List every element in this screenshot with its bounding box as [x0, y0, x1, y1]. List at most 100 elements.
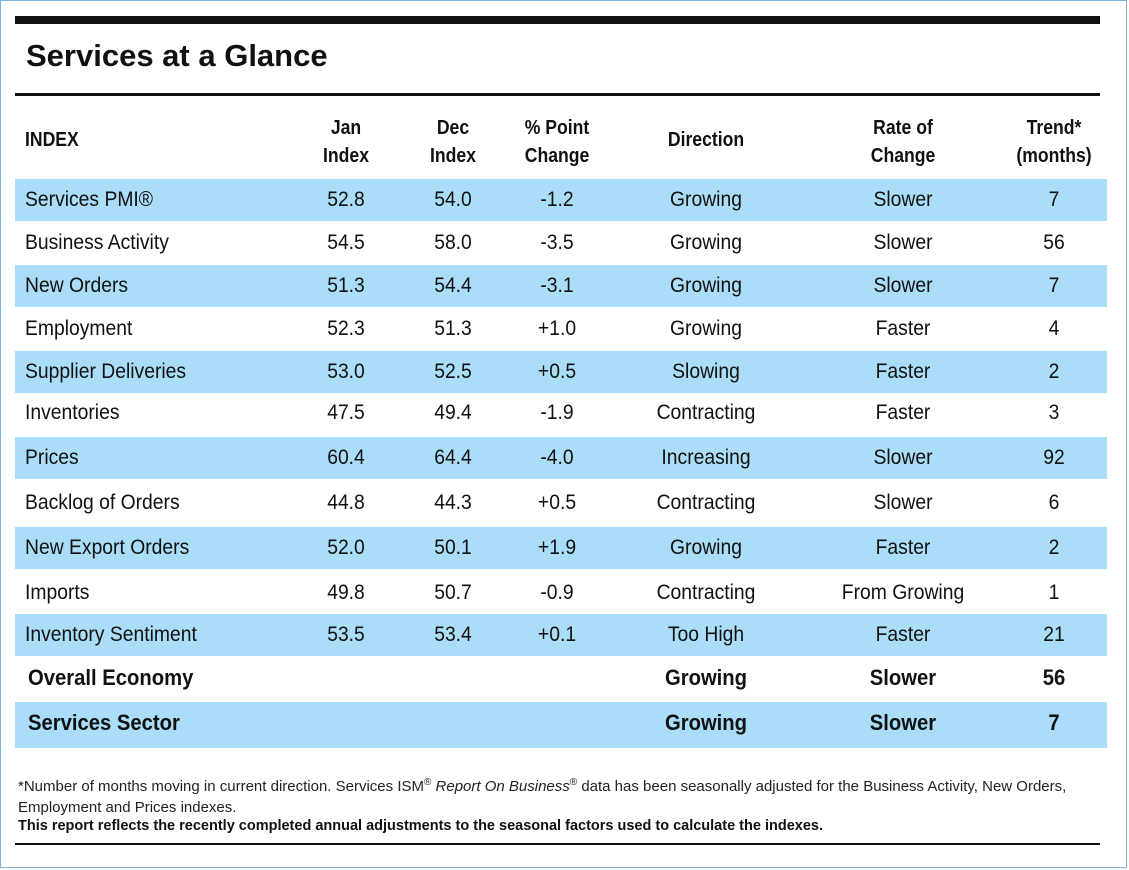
trend-cell: 2 — [1048, 536, 1060, 559]
dec-cell: 49.4 — [434, 401, 472, 424]
table-row: New Orders 51.3 54.4 -3.1 Growing Slower 7 — [15, 265, 1107, 307]
trend-cell: 7 — [1048, 274, 1060, 297]
change-cell: -0.9 — [540, 581, 574, 604]
dec-cell: 52.5 — [434, 360, 472, 383]
rate-cell: Faster — [875, 623, 931, 646]
trend-cell: 21 — [1043, 623, 1065, 646]
change-cell: +1.0 — [537, 317, 577, 340]
rate-cell: From Growing — [841, 581, 965, 604]
rate-cell: Slower — [873, 188, 933, 211]
direction-cell: Contracting — [656, 401, 756, 424]
header-rate-of-change: Rate of Change — [824, 114, 982, 170]
dec-cell: 51.3 — [434, 317, 472, 340]
dec-cell: 64.4 — [434, 446, 472, 469]
direction-cell: Contracting — [656, 491, 756, 514]
header-direction: Direction — [667, 129, 745, 151]
header-trend-line1: Trend* — [1026, 117, 1082, 139]
footnote-part1: *Number of months moving in current dire… — [18, 778, 424, 795]
trend-cell: 2 — [1048, 360, 1060, 383]
page-title: Services at a Glance — [26, 38, 328, 73]
change-cell: -1.2 — [540, 188, 574, 211]
change-cell: +0.5 — [537, 360, 577, 383]
summary-row: Overall Economy Growing Slower 56 — [15, 657, 1107, 703]
header-dec-line1: Dec — [436, 117, 470, 139]
rate-cell: Slower — [873, 231, 933, 254]
index-name: Backlog of Orders — [25, 491, 180, 514]
direction-cell: Too High — [667, 623, 745, 646]
jan-cell: 53.5 — [327, 623, 365, 646]
summary-direction-cell: Growing — [664, 665, 748, 690]
jan-cell: 51.3 — [327, 274, 365, 297]
header-jan-line2: Index — [323, 145, 369, 167]
trend-cell: 3 — [1048, 401, 1060, 424]
footnote-report-title: Report On Business — [431, 778, 570, 795]
trend-cell: 56 — [1043, 231, 1065, 254]
top-rule — [15, 16, 1100, 24]
direction-cell: Growing — [670, 274, 742, 297]
dec-cell: 50.7 — [434, 581, 472, 604]
jan-cell: 53.0 — [327, 360, 365, 383]
header-rate-line1: Rate of — [873, 117, 933, 139]
summary-index-name: Overall Economy — [28, 665, 194, 690]
direction-cell: Contracting — [656, 581, 756, 604]
trend-cell: 7 — [1048, 188, 1060, 211]
table-row: Prices 60.4 64.4 -4.0 Increasing Slower 92 — [15, 437, 1107, 479]
direction-cell: Growing — [670, 188, 742, 211]
jan-cell: 49.8 — [327, 581, 365, 604]
header-pct-line2: Change — [524, 145, 590, 167]
index-name: Inventories — [25, 401, 120, 424]
index-name: Supplier Deliveries — [25, 360, 187, 383]
table-row: Supplier Deliveries 53.0 52.5 +0.5 Slowing Fa… — [15, 351, 1107, 393]
dec-cell: 44.3 — [434, 491, 472, 514]
direction-cell: Increasing — [661, 446, 751, 469]
jan-cell: 60.4 — [327, 446, 365, 469]
direction-cell: Slowing — [672, 360, 740, 383]
rate-cell: Slower — [873, 274, 933, 297]
dec-cell: 50.1 — [434, 536, 472, 559]
dec-cell: 53.4 — [434, 623, 472, 646]
header-dec-index: Dec Index — [409, 114, 497, 170]
footnote: *Number of months moving in current dire… — [18, 772, 1103, 818]
direction-cell: Growing — [670, 536, 742, 559]
table-row: New Export Orders 52.0 50.1 +1.9 Growing Fast… — [15, 527, 1107, 569]
direction-cell: Growing — [670, 231, 742, 254]
header-trend: Trend* (months) — [1001, 114, 1107, 170]
index-name: Employment — [25, 317, 133, 340]
index-name: Business Activity — [25, 231, 169, 254]
summary-trend-cell: 56 — [1042, 665, 1066, 690]
footnote-registered-2: ® — [569, 777, 578, 788]
rate-cell: Slower — [873, 446, 933, 469]
table-row: Inventories 47.5 49.4 -1.9 Contracting Faster… — [15, 392, 1107, 434]
dec-cell: 54.4 — [434, 274, 472, 297]
summary-row: Services Sector Growing Slower 7 — [15, 702, 1107, 748]
table-row: Inventory Sentiment 53.5 53.4 +0.1 Too High F… — [15, 614, 1107, 656]
jan-cell: 52.8 — [327, 188, 365, 211]
index-name: Prices — [25, 446, 79, 469]
adjustment-note: This report reflects the recently comple… — [18, 818, 823, 834]
change-cell: -3.5 — [540, 231, 574, 254]
title-rule — [15, 93, 1100, 96]
jan-cell: 47.5 — [327, 401, 365, 424]
dec-cell: 58.0 — [434, 231, 472, 254]
trend-cell: 1 — [1048, 581, 1060, 604]
header-dec-line2: Index — [430, 145, 476, 167]
header-trend-line2: (months) — [1016, 145, 1092, 167]
change-cell: +0.5 — [537, 491, 577, 514]
direction-cell: Growing — [670, 317, 742, 340]
footnote-part2: data has been seasonally adjusted for th… — [18, 778, 1067, 816]
summary-index-name: Services Sector — [28, 710, 180, 735]
header-rate-line2: Change — [870, 145, 936, 167]
jan-cell: 54.5 — [327, 231, 365, 254]
index-name: Services PMI® — [25, 188, 154, 211]
header-point-change: % Point Change — [504, 114, 610, 170]
table-row: Backlog of Orders 44.8 44.3 +0.5 Contracting… — [15, 482, 1107, 524]
trend-cell: 92 — [1043, 446, 1065, 469]
jan-cell: 52.3 — [327, 317, 365, 340]
rate-cell: Slower — [873, 491, 933, 514]
jan-cell: 44.8 — [327, 491, 365, 514]
change-cell: -4.0 — [540, 446, 574, 469]
trend-cell: 6 — [1048, 491, 1060, 514]
index-name: Inventory Sentiment — [25, 623, 197, 646]
trend-cell: 4 — [1048, 317, 1060, 340]
